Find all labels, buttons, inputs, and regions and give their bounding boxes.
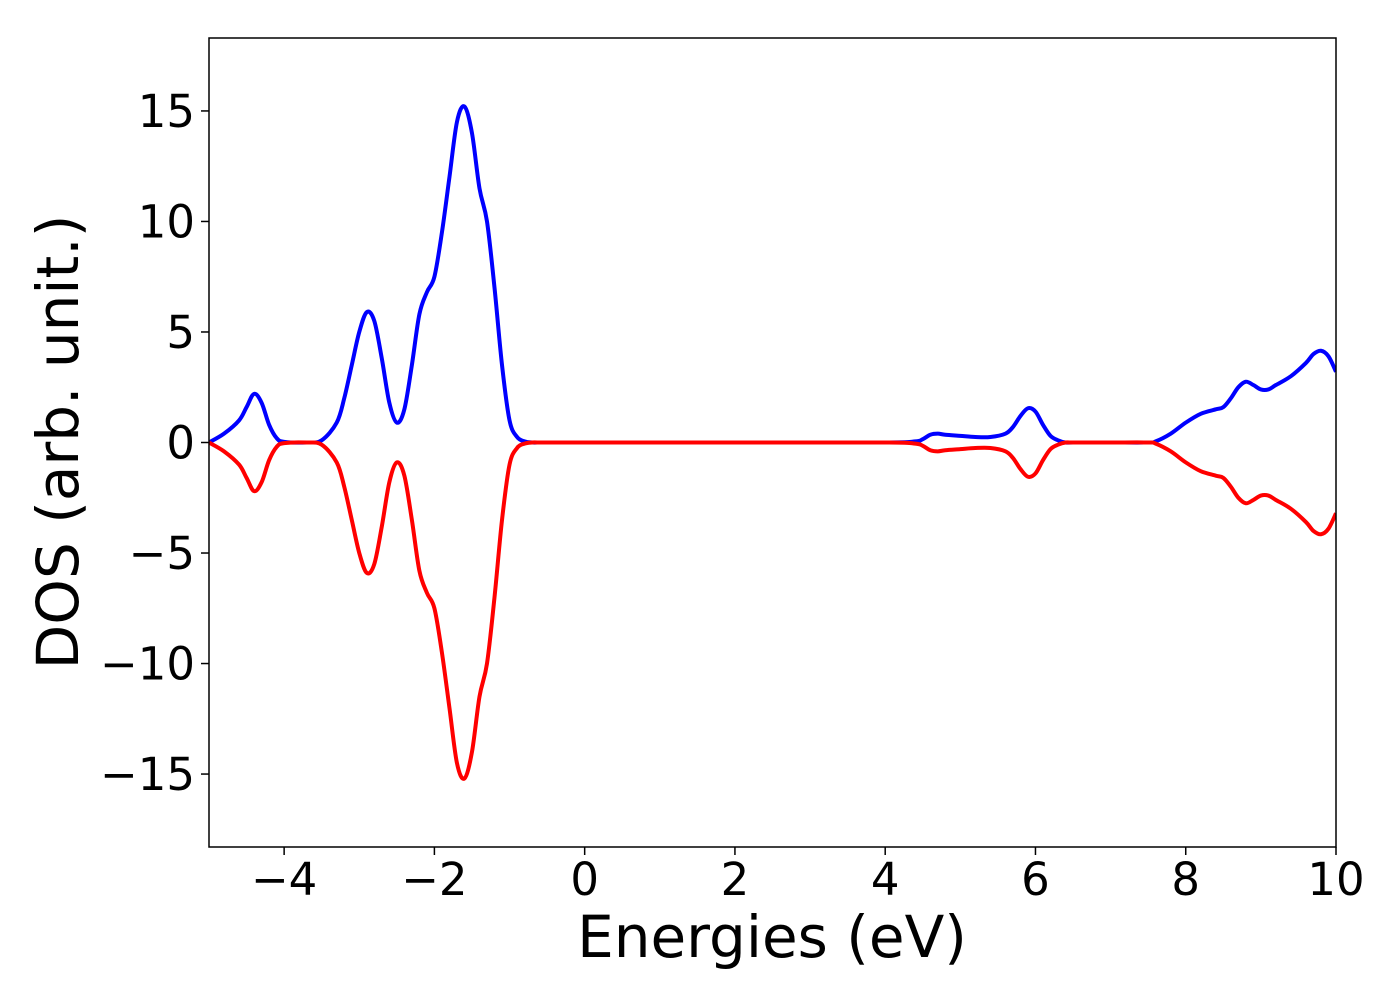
y-tick-label: 5: [166, 306, 195, 359]
series-line-2: [209, 440, 1336, 781]
y-axis-label: DOS (arb. unit.): [24, 215, 92, 670]
x-tick-label: 0: [570, 853, 599, 906]
y-tick-label: −5: [129, 527, 195, 580]
x-tick-label: 6: [1021, 853, 1050, 906]
x-tick-label: 8: [1171, 853, 1200, 906]
x-tick-label: 10: [1307, 853, 1364, 906]
y-tick-label: −10: [100, 638, 195, 691]
y-axis-ticks: −15 −10 −5 0 5 10 15: [100, 85, 209, 801]
x-tick-label: 2: [721, 853, 750, 906]
y-tick-label: −15: [100, 748, 195, 801]
x-tick-label: −4: [251, 853, 317, 906]
y-tick-label: 10: [138, 195, 195, 248]
x-tick-label: 4: [871, 853, 900, 906]
y-tick-label: 15: [138, 85, 195, 138]
x-tick-label: −2: [401, 853, 467, 906]
y-tick-label: 0: [166, 417, 195, 470]
x-axis-ticks: −4 −2 0 2 4 6 8 10: [251, 847, 1365, 906]
x-axis-label: Energies (eV): [577, 903, 967, 971]
series-layer: [209, 104, 1336, 781]
